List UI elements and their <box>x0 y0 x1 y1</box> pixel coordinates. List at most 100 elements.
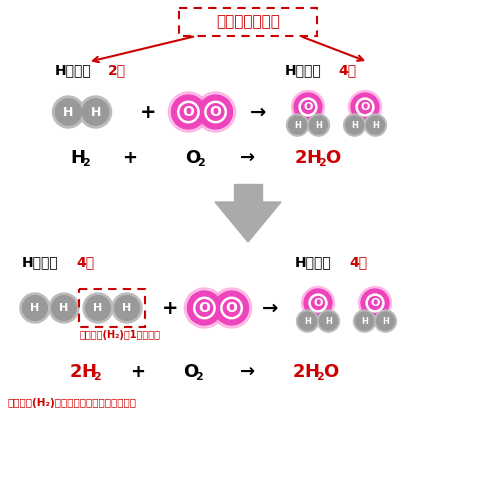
Text: H: H <box>63 106 74 118</box>
Text: H: H <box>81 363 96 381</box>
Circle shape <box>83 99 109 125</box>
Circle shape <box>361 289 389 317</box>
Text: H: H <box>70 149 85 167</box>
Polygon shape <box>215 202 281 242</box>
Text: 2: 2 <box>295 149 307 167</box>
Circle shape <box>83 293 113 323</box>
Circle shape <box>52 96 85 128</box>
Text: 2: 2 <box>293 363 305 381</box>
Text: +: + <box>131 363 146 381</box>
Text: →: → <box>241 149 255 167</box>
Circle shape <box>376 312 395 330</box>
Text: H: H <box>30 303 40 313</box>
Text: O: O <box>183 105 195 119</box>
Text: H: H <box>351 120 358 130</box>
Text: →: → <box>262 298 278 318</box>
Text: H: H <box>122 303 132 313</box>
Circle shape <box>198 95 233 129</box>
Circle shape <box>301 286 335 320</box>
Text: H: H <box>59 303 69 313</box>
Circle shape <box>168 92 208 132</box>
Circle shape <box>115 296 139 320</box>
Text: 2: 2 <box>195 372 203 382</box>
Text: H: H <box>304 363 319 381</box>
Text: 水素分子(H₂)の個数を化学式の左側に書く: 水素分子(H₂)の個数を化学式の左側に書く <box>8 398 137 408</box>
Text: 2: 2 <box>316 372 324 382</box>
Text: O: O <box>360 102 370 112</box>
Circle shape <box>304 289 332 317</box>
Text: +: + <box>122 149 138 167</box>
Text: 2: 2 <box>318 158 326 168</box>
Circle shape <box>49 293 79 323</box>
Text: Hの数：: Hの数： <box>295 255 332 269</box>
Circle shape <box>289 116 306 134</box>
Circle shape <box>215 291 248 325</box>
Text: H: H <box>306 149 321 167</box>
Circle shape <box>374 310 396 332</box>
Circle shape <box>196 92 236 132</box>
Circle shape <box>112 293 142 323</box>
Text: +: + <box>140 102 156 122</box>
Text: H: H <box>294 120 301 130</box>
Circle shape <box>184 288 224 328</box>
Text: O: O <box>303 102 313 112</box>
Text: +: + <box>162 298 178 318</box>
Text: 2: 2 <box>197 158 205 168</box>
Text: 2: 2 <box>82 158 90 168</box>
Text: O: O <box>313 298 323 308</box>
Circle shape <box>358 286 392 320</box>
Circle shape <box>292 90 325 124</box>
Text: Hの数：: Hの数： <box>22 255 59 269</box>
Text: H: H <box>91 106 101 118</box>
Circle shape <box>353 310 376 332</box>
Text: O: O <box>226 301 238 315</box>
Text: H: H <box>325 316 332 326</box>
Text: H: H <box>382 316 389 326</box>
Circle shape <box>298 312 317 330</box>
Circle shape <box>55 99 82 125</box>
Text: 水素分子(H₂)を1個増やす: 水素分子(H₂)を1個増やす <box>80 330 161 340</box>
Circle shape <box>351 93 379 121</box>
Text: 数が等しくない: 数が等しくない <box>216 14 280 30</box>
Text: H: H <box>94 303 102 313</box>
Text: Hの数：: Hの数： <box>285 63 322 77</box>
Circle shape <box>344 114 365 136</box>
Polygon shape <box>234 184 262 202</box>
Text: 2: 2 <box>93 372 101 382</box>
Text: H: H <box>372 120 379 130</box>
Text: O: O <box>183 363 198 381</box>
Text: Hの数：: Hの数： <box>55 63 92 77</box>
Circle shape <box>366 116 385 134</box>
Circle shape <box>86 296 110 320</box>
Circle shape <box>51 296 76 320</box>
Text: 4個: 4個 <box>338 63 356 77</box>
Text: 4個: 4個 <box>349 255 367 269</box>
Text: →: → <box>250 102 266 122</box>
Text: O: O <box>198 301 210 315</box>
Circle shape <box>294 93 322 121</box>
Circle shape <box>364 114 387 136</box>
Circle shape <box>80 96 111 128</box>
Text: O: O <box>323 363 338 381</box>
Circle shape <box>317 310 340 332</box>
Circle shape <box>355 312 374 330</box>
Circle shape <box>297 310 319 332</box>
Circle shape <box>309 116 328 134</box>
Text: H: H <box>361 316 368 326</box>
Text: 2個: 2個 <box>108 63 126 77</box>
Text: O: O <box>370 298 380 308</box>
Circle shape <box>319 312 338 330</box>
Circle shape <box>171 95 205 129</box>
Circle shape <box>23 296 48 320</box>
Text: →: → <box>241 363 255 381</box>
Text: 4個: 4個 <box>76 255 94 269</box>
Circle shape <box>211 288 251 328</box>
Text: 2: 2 <box>70 363 83 381</box>
Circle shape <box>346 116 363 134</box>
Circle shape <box>287 114 308 136</box>
Text: O: O <box>325 149 340 167</box>
Circle shape <box>188 291 221 325</box>
Circle shape <box>348 90 382 124</box>
Circle shape <box>20 293 50 323</box>
Text: O: O <box>210 105 222 119</box>
